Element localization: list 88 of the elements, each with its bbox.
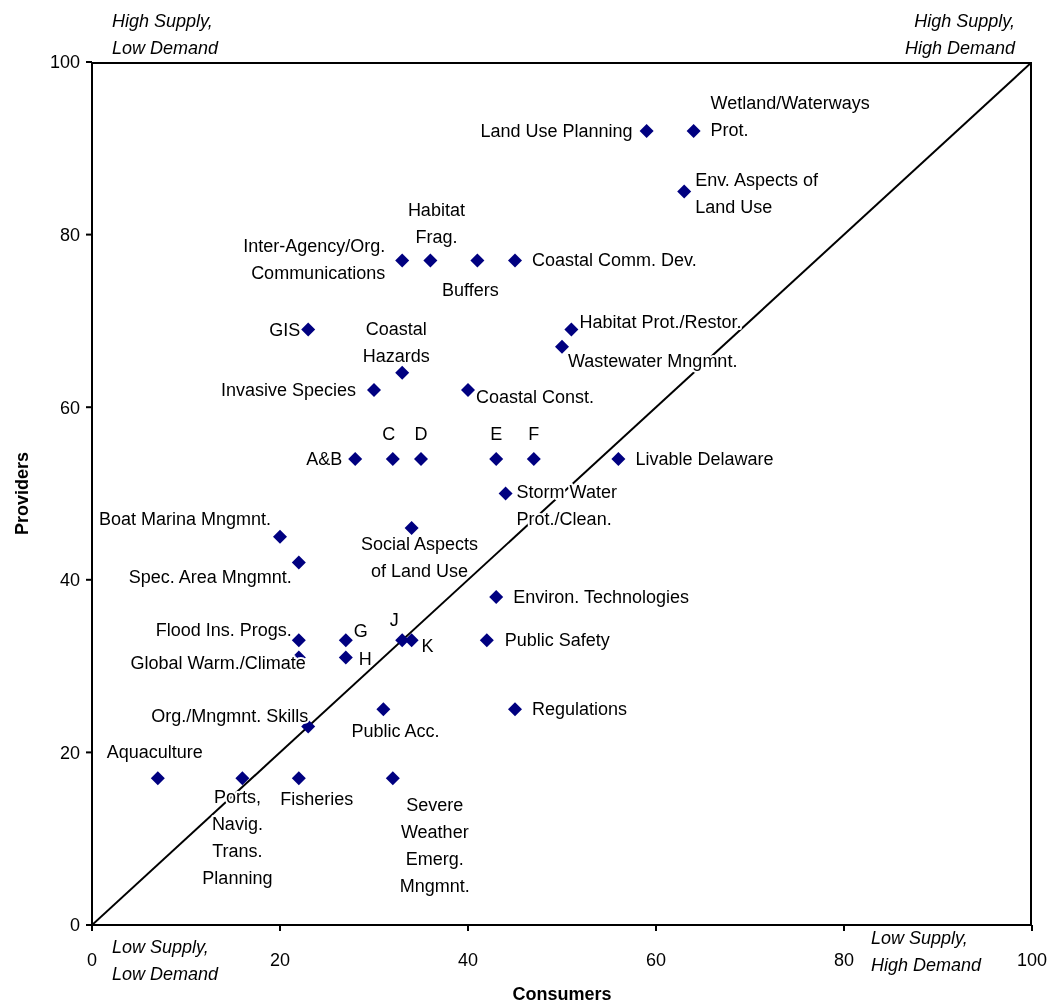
y-tick-label: 20 [59,742,80,763]
data-label: Boat Marina Mngmnt. [98,508,272,529]
data-label: Livable Delaware [635,448,774,469]
data-label: GIS [269,319,301,340]
point [498,486,513,501]
data-label: Social Aspects of Land Use [361,534,479,582]
data-label: C [382,423,396,444]
point [555,339,569,354]
data-label: Habitat Prot./Restor. [579,311,742,332]
data-label: Flood Ins. Progs. [155,620,292,641]
point [338,650,353,665]
point [677,184,692,199]
text: Low Supply, Low Demand [112,936,219,986]
point [686,124,701,139]
data-label: J [389,610,399,631]
text: High Supply, Low Demand [112,10,219,60]
point [395,365,410,380]
data-label: Org./Mngmnt. Skills [151,705,309,726]
point [235,771,250,786]
point [639,124,654,139]
point [414,451,428,466]
data-label: Coastal Hazards [362,318,430,366]
x-axis-title: Consumers [512,984,612,1004]
data-label: E [490,423,503,444]
y-tick-label: 0 [69,915,80,936]
data-label: Regulations [532,699,628,720]
data-label: Global Warm./Climate [130,653,306,674]
data-label: G [353,621,368,642]
data-label: Public Acc. [351,721,440,742]
point [348,451,363,466]
data-label: D [414,423,428,444]
data-label: K [421,636,434,657]
data-label: F [528,423,540,444]
x-tick-label: 80 [833,949,855,970]
x-tick-label: 60 [645,949,667,970]
point [508,253,522,268]
point [291,771,306,786]
point [395,253,410,268]
data-label: Aquaculture [106,742,203,763]
point [385,771,400,786]
point [526,451,541,466]
point [367,382,381,397]
x-tick-label: 20 [269,949,291,970]
point [301,322,316,337]
data-label: Spec. Area Mngmnt. [128,566,292,587]
data-label: Buffers [442,280,499,301]
x-tick-label: 100 [1016,949,1048,970]
point [470,253,485,268]
point [385,451,400,466]
data-label: H [358,649,372,670]
point [404,633,419,648]
text: Low Supply, High Demand [871,927,982,977]
point [479,633,494,648]
data-label: Invasive Species [220,379,356,400]
point [489,590,504,605]
point [564,322,579,337]
point [461,382,475,397]
data-label: Coastal Const. [476,386,595,407]
y-tick-label: 40 [59,570,80,591]
data-label: Environ. Technologies [513,587,689,608]
x-tick-label: 40 [457,949,479,970]
data-label: Public Safety [504,630,610,651]
data-label: Fisheries [280,789,354,810]
point [338,633,353,648]
data-label: Severe Weather Emerg. Mngmnt. [399,795,470,897]
point [404,521,419,536]
data-label: Habitat Frag. [407,200,465,248]
point [611,451,626,466]
text: High Supply, High Demand [904,10,1015,60]
point [508,702,522,717]
data-label: A&B [306,448,343,469]
point [423,253,438,268]
data-label: Land Use Planning [480,121,633,142]
y-axis-title: Providers [12,451,33,536]
y-tick-label: 100 [49,52,80,73]
data-label: Wetland/Waterways Prot. [710,93,870,141]
x-tick-label: 0 [86,949,98,970]
point [273,529,287,544]
point [150,771,165,786]
point [291,633,306,648]
y-tick-label: 60 [59,397,80,418]
data-label: Env. Aspects of Land Use [695,170,819,218]
data-label: Coastal Comm. Dev. [532,250,697,271]
point [376,702,391,717]
point [291,555,306,570]
y-tick-label: 80 [59,224,80,245]
point [489,451,504,466]
data-label: Inter-Agency/Org. Communications [243,236,386,284]
